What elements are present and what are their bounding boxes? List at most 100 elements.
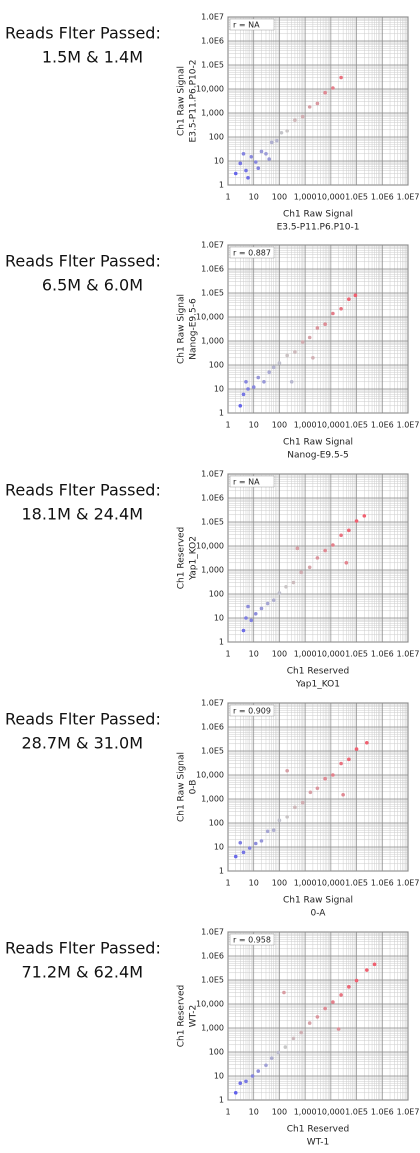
point — [323, 776, 327, 781]
y-axis-label: Yap1_KO2 — [189, 536, 199, 581]
annotation: r = NA — [233, 21, 260, 30]
x-tick-label: 10 — [249, 193, 259, 202]
y-tick-label: 1.0E6 — [201, 494, 224, 503]
x-axis-label: Ch1 Raw Signal — [283, 438, 353, 448]
annotation: r = 0.887 — [233, 249, 271, 258]
point — [283, 1045, 288, 1049]
y-tick-label: 100 — [209, 819, 224, 828]
x-axis-label: Ch1 Reserved — [287, 1125, 349, 1135]
point — [277, 818, 282, 823]
point — [300, 800, 305, 805]
point — [339, 993, 343, 997]
point — [289, 379, 294, 384]
x-tick-label: 1.0E5 — [345, 193, 368, 202]
point — [276, 1050, 281, 1055]
side-label: 18.1M & 24.4M — [21, 505, 143, 524]
side-label: Reads Flter Passed: — [5, 481, 161, 500]
x-tick-label: 10 — [249, 879, 259, 888]
y-tick-label: 1 — [219, 867, 224, 876]
x-tick-label: 1.0E6 — [371, 650, 394, 659]
point — [259, 606, 264, 611]
point — [295, 546, 300, 551]
annotation-box — [229, 933, 275, 946]
point — [238, 1081, 243, 1086]
annotation-box — [229, 475, 275, 488]
annotation-box — [229, 246, 275, 259]
point — [293, 350, 297, 354]
x-tick-label: 10,000 — [317, 650, 345, 659]
x-tick-label: 1,000 — [294, 879, 317, 888]
x-tick-label: 100 — [272, 1108, 287, 1117]
point — [277, 591, 282, 595]
point — [365, 968, 369, 972]
x-tick-label: 1.0E5 — [345, 650, 368, 659]
y-axis-label: Ch1 Raw Signal — [177, 752, 187, 822]
y-tick-label: 10,000 — [196, 542, 224, 551]
y-tick-label: 1,000 — [201, 337, 224, 346]
point — [275, 138, 279, 143]
y-tick-label: 1,000 — [201, 566, 224, 575]
point — [339, 533, 343, 538]
point — [256, 166, 261, 171]
point — [347, 985, 351, 989]
y-tick-label: 1.0E7 — [201, 241, 224, 250]
point — [315, 786, 320, 791]
point — [331, 1000, 335, 1004]
point — [241, 850, 246, 855]
point — [315, 326, 320, 330]
point — [372, 962, 377, 967]
point — [354, 978, 359, 983]
y-axis-label: Nanog-E9.5-6 — [189, 298, 199, 360]
point — [250, 1074, 255, 1078]
y-axis-label: E3.5-P11.P6.P10-2 — [189, 60, 199, 143]
x-tick-label: 1.0E5 — [345, 421, 368, 430]
point — [353, 293, 358, 298]
point — [300, 114, 305, 119]
point — [315, 556, 320, 560]
x-tick-label: 1.0E7 — [397, 1108, 420, 1117]
point — [347, 528, 351, 533]
point — [284, 584, 288, 589]
point — [291, 580, 296, 585]
point — [233, 854, 238, 859]
point — [249, 154, 254, 159]
x-tick-label: 1.0E7 — [397, 421, 420, 430]
y-tick-label: 10 — [214, 614, 224, 623]
x-tick-label: 10,000 — [317, 1108, 345, 1117]
y-tick-label: 10 — [214, 843, 224, 852]
point — [285, 353, 289, 358]
x-tick-label: 100 — [272, 879, 287, 888]
point — [244, 168, 248, 173]
x-axis-label: Ch1 Reserved — [287, 667, 349, 677]
point — [323, 1006, 327, 1011]
point — [300, 340, 305, 344]
point — [285, 815, 289, 819]
annotation-box — [229, 18, 275, 31]
side-label: Reads Flter Passed: — [5, 939, 161, 958]
point — [262, 379, 266, 384]
side-label: 6.5M & 6.0M — [42, 276, 143, 295]
point — [285, 129, 289, 133]
point — [247, 846, 252, 850]
point — [285, 768, 289, 773]
x-tick-label: 1.0E6 — [371, 193, 394, 202]
x-tick-label: 100 — [272, 650, 287, 659]
side-label: 71.2M & 62.4M — [21, 963, 143, 982]
point — [299, 1030, 303, 1035]
point — [323, 90, 327, 95]
point — [331, 543, 335, 547]
y-axis-label: 0-B — [189, 780, 199, 795]
x-axis-label: 0-A — [311, 909, 327, 919]
point — [241, 151, 246, 156]
point — [244, 379, 248, 384]
point — [308, 790, 313, 795]
x-tick-label: 1 — [225, 1108, 230, 1117]
point — [331, 86, 335, 90]
point — [271, 598, 276, 603]
point — [347, 757, 351, 762]
y-tick-label: 1.0E6 — [201, 265, 224, 274]
y-tick-label: 1 — [219, 409, 224, 418]
point — [279, 130, 284, 135]
point — [271, 365, 276, 370]
